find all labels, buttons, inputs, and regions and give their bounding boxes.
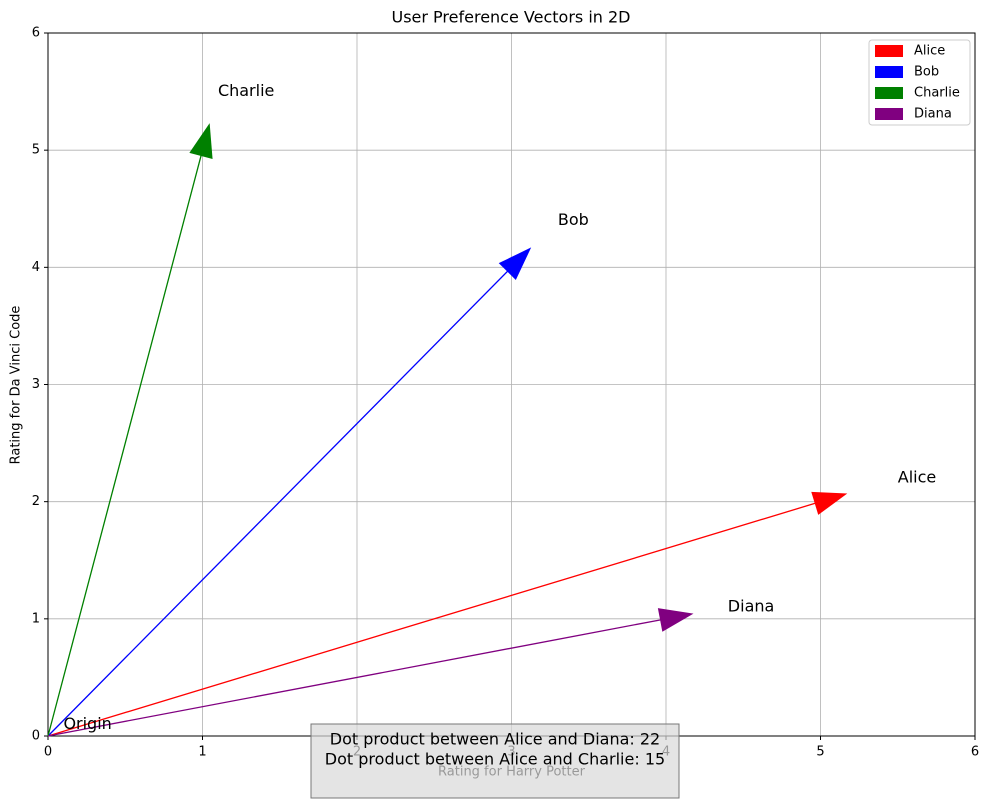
- vector-label: Alice: [898, 468, 936, 487]
- legend-label: Alice: [914, 44, 945, 59]
- x-tick-label: 0: [44, 745, 52, 760]
- legend-patch: [875, 108, 903, 120]
- text-box-line: Dot product between Alice and Diana: 22: [330, 730, 660, 749]
- x-tick-label: 1: [198, 745, 206, 760]
- vector-line: [47, 618, 667, 737]
- legend-label: Charlie: [914, 86, 960, 101]
- x-tick-label: 5: [816, 745, 824, 760]
- chart-title: User Preference Vectors in 2D: [392, 8, 631, 27]
- legend-label: Bob: [914, 65, 939, 80]
- legend-label: Diana: [914, 107, 952, 122]
- y-tick-label: 1: [32, 611, 40, 626]
- x-tick-label: 6: [971, 745, 979, 760]
- legend-box: [868, 39, 971, 126]
- vector-label: Diana: [728, 597, 775, 616]
- y-axis-label: Rating for Da Vinci Code: [9, 306, 24, 465]
- arrow-head: [498, 247, 532, 281]
- arrow-head: [657, 608, 694, 632]
- vector-label: Charlie: [218, 81, 274, 100]
- text-box-line: Dot product between Alice and Charlie: 1…: [325, 750, 665, 769]
- y-tick-label: 2: [32, 494, 40, 509]
- arrow-head: [189, 123, 213, 160]
- vector-line: [47, 501, 821, 737]
- origin-label: Origin: [63, 714, 111, 733]
- vector-line: [47, 266, 512, 737]
- y-tick-label: 6: [32, 26, 40, 41]
- y-tick-label: 4: [32, 260, 40, 275]
- legend-patch: [875, 66, 903, 78]
- legend-patch: [875, 87, 903, 99]
- y-tick-label: 3: [32, 377, 40, 392]
- legend-patch: [875, 45, 903, 57]
- arrow-head: [811, 491, 848, 515]
- vector-line: [47, 150, 204, 737]
- text-box: [310, 723, 680, 799]
- vector-label: Bob: [558, 210, 589, 229]
- y-tick-label: 5: [32, 143, 40, 158]
- y-tick-label: 0: [32, 729, 40, 744]
